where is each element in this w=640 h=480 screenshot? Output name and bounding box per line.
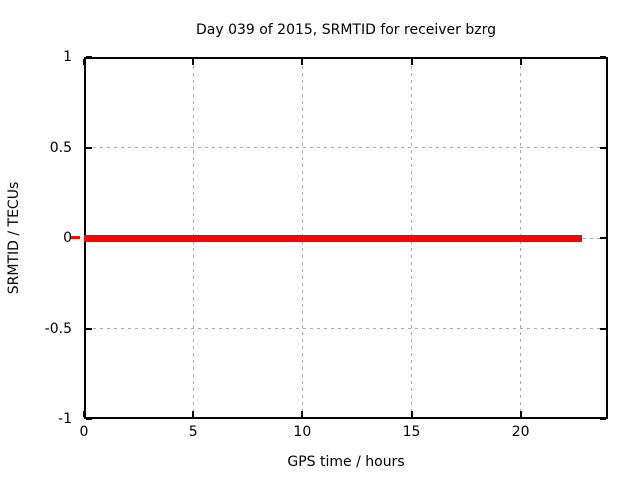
y-tick-mark-right (600, 56, 606, 58)
x-axis-label: GPS time / hours (287, 454, 405, 470)
x-tick-mark-top (410, 59, 413, 65)
gridline-horizontal (86, 147, 606, 148)
x-tick-mark-bottom (83, 411, 85, 417)
y-tick-label: 1 (63, 49, 72, 65)
x-tick-label: 20 (511, 424, 530, 440)
y-tick-label: 0 (63, 230, 72, 246)
plot-area (83, 56, 608, 420)
y-tick-mark-left (86, 56, 92, 58)
gridline-horizontal (86, 328, 606, 329)
x-tick-mark-bottom (410, 411, 413, 417)
y-tick-mark-right (600, 146, 606, 149)
y-tick-mark-right (600, 418, 606, 420)
chart-title: Day 039 of 2015, SRMTID for receiver bzr… (195, 22, 497, 38)
y-tick-mark-right (600, 237, 606, 239)
y-tick-mark-left (86, 327, 92, 330)
y-tick-mark-left (86, 146, 92, 149)
x-tick-label: 15 (402, 424, 421, 440)
y-tick-mark-right (600, 327, 606, 330)
y-tick-label: 0.5 (49, 139, 72, 156)
x-tick-mark-top (192, 59, 195, 65)
x-tick-mark-top (519, 59, 522, 65)
x-tick-mark-bottom (192, 411, 195, 417)
x-tick-label: 5 (188, 424, 198, 440)
y-tick-label: -1 (58, 411, 72, 427)
x-tick-mark-bottom (301, 411, 304, 417)
x-tick-mark-bottom (519, 411, 522, 417)
y-tick-label: -0.5 (44, 320, 72, 337)
series-srmtid-line (84, 234, 582, 242)
x-tick-label: 10 (293, 424, 312, 440)
x-tick-mark-top (83, 59, 85, 65)
y-tick-mark-left (86, 418, 92, 420)
y-zero-red-tick-artifact (70, 236, 80, 239)
x-tick-mark-top (301, 59, 304, 65)
x-tick-label: 0 (79, 424, 89, 440)
